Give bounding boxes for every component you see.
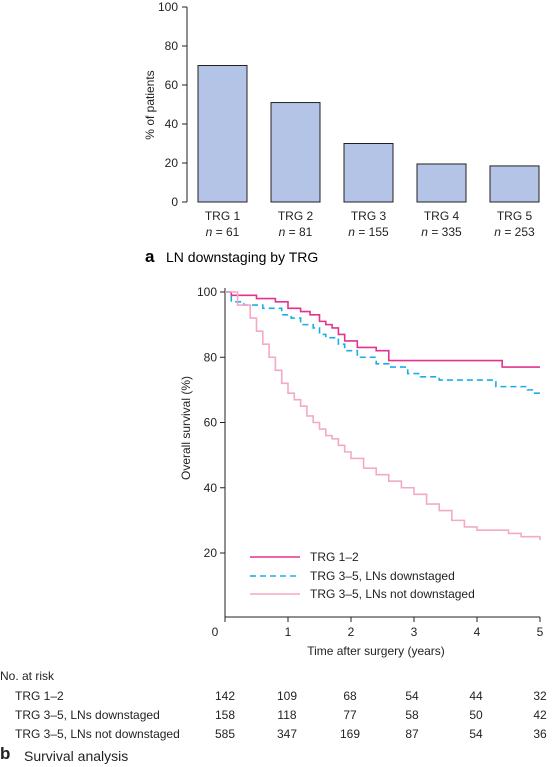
risk-count: 32 <box>533 689 547 703</box>
survival-x-tick-label: 4 <box>474 625 481 639</box>
survival-x-tick-label: 5 <box>537 625 544 639</box>
survival-curve <box>225 291 541 540</box>
bar <box>489 165 540 203</box>
risk-count: 50 <box>469 708 483 722</box>
bar-y-axis: 0 20 40 60 80 100 <box>158 0 188 209</box>
bar <box>343 143 394 203</box>
survival-x-tick-label: 0 <box>212 625 219 639</box>
bar-category-label: TRG 5 <box>497 209 533 223</box>
panel-b-caption: Survival analysis <box>24 748 129 764</box>
legend-label: TRG 3–5, LNs not downstaged <box>310 587 475 601</box>
risk-count: 68 <box>343 689 357 703</box>
bar-y-axis-title: % of patients <box>143 70 157 139</box>
risk-count: 58 <box>405 708 419 722</box>
bar-y-tick-label: 60 <box>165 78 179 92</box>
legend-label: TRG 1–2 <box>310 550 359 564</box>
survival-y-tick-label: 80 <box>204 350 218 364</box>
risk-count: 77 <box>343 708 357 722</box>
risk-count: 347 <box>276 727 298 741</box>
panel-b-letter: b <box>0 744 11 763</box>
legend-label: TRG 3–5, LNs downstaged <box>310 569 455 583</box>
bar <box>270 102 321 203</box>
risk-count: 142 <box>214 689 236 703</box>
risk-count: 158 <box>214 708 236 722</box>
bar <box>416 163 467 203</box>
bar <box>197 65 248 203</box>
bar-n-label: n = 81 <box>279 225 313 239</box>
survival-y-tick-label: 40 <box>204 481 218 495</box>
survival-curve <box>225 291 541 397</box>
bar-category-label: TRG 2 <box>278 209 314 223</box>
bar-y-tick-label: 20 <box>165 156 179 170</box>
bar-n-label: n = 61 <box>206 225 240 239</box>
survival-x-tick-label: 3 <box>411 625 418 639</box>
bar-n-label: n = 253 <box>494 225 535 239</box>
risk-count: 54 <box>405 689 419 703</box>
risk-count: 169 <box>339 727 361 741</box>
bar-category-label: TRG 3 <box>351 209 387 223</box>
survival-x-tick-label: 2 <box>348 625 355 639</box>
bar-series <box>197 65 540 203</box>
bar-y-tick-label: 0 <box>171 195 178 209</box>
bar-n-label: n = 155 <box>348 225 389 239</box>
survival-x-tick-label: 1 <box>285 625 292 639</box>
survival-x-axis-title: Time after surgery (years) <box>307 644 445 658</box>
panel-a-caption: LN downstaging by TRG <box>166 249 318 265</box>
bar-n-label: n = 335 <box>421 225 462 239</box>
survival-y-axis-title: Overall survival (%) <box>179 376 193 480</box>
survival-legend: TRG 1–2 TRG 3–5, LNs downstaged TRG 3–5, L… <box>250 550 475 601</box>
bar-chart: 0 20 40 60 80 100 TRG 1 n = 61 TRG 2 n = 81 TRG 3… <box>143 0 540 266</box>
panel-a-letter: a <box>145 247 155 266</box>
bar-y-tick-label: 40 <box>165 117 179 131</box>
risk-table-heading: No. at risk <box>0 669 55 683</box>
survival-curves <box>225 291 541 540</box>
survival-y-tick-label: 60 <box>204 416 218 430</box>
bar-y-tick-label: 80 <box>165 39 179 53</box>
bar-y-tick-label: 100 <box>158 0 178 14</box>
survival-y-tick-label: 20 <box>204 546 218 560</box>
bar-category-label: TRG 1 <box>205 209 241 223</box>
risk-count: 36 <box>533 727 547 741</box>
risk-count: 585 <box>214 727 236 741</box>
bar-category-label: TRG 4 <box>424 209 460 223</box>
risk-row-label: TRG 1–2 <box>15 689 64 703</box>
risk-count: 87 <box>405 727 419 741</box>
risk-count: 118 <box>277 708 297 722</box>
risk-count: 54 <box>469 727 483 741</box>
risk-count: 42 <box>533 708 547 722</box>
risk-row-label: TRG 3–5, LNs not downstaged <box>15 727 180 741</box>
risk-row-label: TRG 3–5, LNs downstaged <box>15 708 160 722</box>
risk-count: 44 <box>469 689 483 703</box>
risk-count: 109 <box>276 689 298 703</box>
bar-x-labels: TRG 1 n = 61 TRG 2 n = 81 TRG 3 n = 155 TRG 4 n… <box>205 209 535 239</box>
survival-curve <box>225 291 540 368</box>
